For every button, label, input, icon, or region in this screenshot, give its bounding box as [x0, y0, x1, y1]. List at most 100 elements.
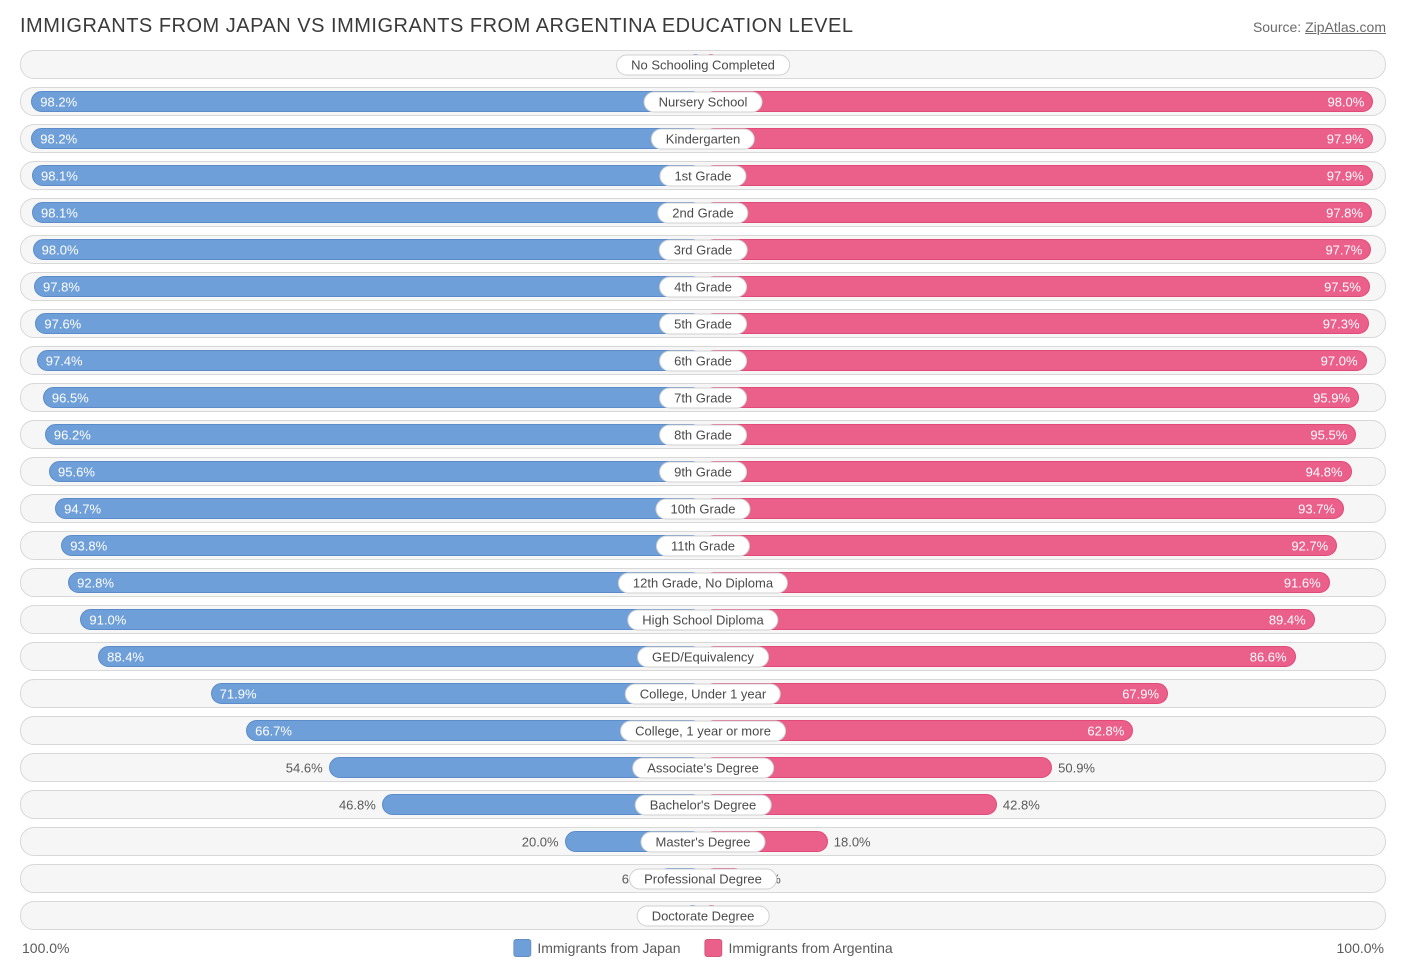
axis-max-left: 100.0%	[22, 940, 69, 956]
chart-row: 98.2% 98.0% Nursery School	[20, 87, 1386, 116]
chart-row: 97.6%97.3%5th Grade	[20, 309, 1386, 338]
bar-value-left: 98.2%	[40, 94, 77, 109]
category-label: College, Under 1 year	[625, 683, 781, 704]
chart-footer: 100.0% Immigrants from Japan Immigrants …	[20, 936, 1386, 960]
bar-right: 89.4%	[703, 609, 1315, 630]
bar-value-right: 92.7%	[1291, 538, 1328, 553]
legend-label-left: Immigrants from Japan	[537, 940, 680, 956]
bar-right: 97.9%	[703, 128, 1373, 149]
category-label: 11th Grade	[656, 535, 750, 556]
chart-row: 97.4%97.0%6th Grade	[20, 346, 1386, 375]
bar-value-right: 97.0%	[1321, 353, 1358, 368]
bar-value-right: 89.4%	[1269, 612, 1306, 627]
bar-left: 98.0%	[33, 239, 703, 260]
bar-value-right: 86.6%	[1250, 649, 1287, 664]
bar-value-right: 50.9%	[1058, 760, 1095, 775]
chart-row: 20.0% 18.0% Master's Degree	[20, 827, 1386, 856]
bar-right: 97.5%	[703, 276, 1370, 297]
bar-value-left: 98.0%	[42, 242, 79, 257]
bar-left: 97.8%	[34, 276, 703, 297]
bar-value-right: 42.8%	[1003, 797, 1040, 812]
bar-value-right: 97.9%	[1327, 168, 1364, 183]
bar-left: 92.8%	[68, 572, 703, 593]
bar-left: 91.0%	[80, 609, 703, 630]
category-label: Professional Degree	[629, 868, 777, 889]
category-label: Bachelor's Degree	[635, 794, 772, 815]
category-label: Nursery School	[644, 91, 763, 112]
chart-row: 66.7%62.8%College, 1 year or more	[20, 716, 1386, 745]
bar-value-right: 97.3%	[1323, 316, 1360, 331]
legend-item-right: Immigrants from Argentina	[705, 939, 893, 957]
bar-value-right: 94.8%	[1306, 464, 1343, 479]
category-label: GED/Equivalency	[637, 646, 769, 667]
bar-value-left: 92.8%	[77, 575, 114, 590]
bar-value-left: 95.6%	[58, 464, 95, 479]
bar-left: 98.2%	[31, 128, 703, 149]
chart-row: 46.8% 42.8% Bachelor's Degree	[20, 790, 1386, 819]
bar-left: 97.4%	[37, 350, 703, 371]
chart-row: 92.8%91.6%12th Grade, No Diploma	[20, 568, 1386, 597]
bar-value-left: 98.1%	[41, 205, 78, 220]
bar-left: 93.8%	[61, 535, 703, 556]
axis-max-right: 100.0%	[1337, 940, 1384, 956]
category-label: 8th Grade	[659, 424, 747, 445]
bar-value-left: 54.6%	[286, 760, 323, 775]
chart-row: 98.0% 97.7% 3rd Grade	[20, 235, 1386, 264]
bar-left: 95.6%	[49, 461, 703, 482]
bar-left: 98.2%	[31, 91, 703, 112]
chart-row: 96.2% 95.5% 8th Grade	[20, 420, 1386, 449]
category-label: 3rd Grade	[659, 239, 748, 260]
bar-value-left: 93.8%	[70, 538, 107, 553]
bar-value-right: 95.5%	[1310, 427, 1347, 442]
chart-row: 98.1% 97.8%2nd Grade	[20, 198, 1386, 227]
category-label: College, 1 year or more	[620, 720, 786, 741]
bar-value-left: 91.0%	[89, 612, 126, 627]
bar-right: 97.0%	[703, 350, 1367, 371]
bar-left: 96.2%	[45, 424, 703, 445]
bar-value-left: 97.8%	[43, 279, 80, 294]
chart-row: 91.0% 89.4% High School Diploma	[20, 605, 1386, 634]
bar-left: 98.1%	[32, 202, 703, 223]
chart-row: 6.4%5.9%Professional Degree	[20, 864, 1386, 893]
bar-value-right: 91.6%	[1284, 575, 1321, 590]
category-label: 4th Grade	[659, 276, 747, 297]
bar-value-right: 18.0%	[834, 834, 871, 849]
bar-right: 97.9%	[703, 165, 1373, 186]
bar-value-right: 67.9%	[1122, 686, 1159, 701]
chart-row: 88.4% 86.6% GED/Equivalency	[20, 642, 1386, 671]
bar-right: 97.8%	[703, 202, 1372, 223]
bar-left: 96.5%	[43, 387, 703, 408]
bar-value-left: 71.9%	[220, 686, 257, 701]
category-label: Master's Degree	[641, 831, 766, 852]
bar-value-left: 46.8%	[339, 797, 376, 812]
chart-row: 1.9%2.1%No Schooling Completed	[20, 50, 1386, 79]
bar-value-left: 20.0%	[522, 834, 559, 849]
legend-swatch-left	[513, 939, 531, 957]
category-label: Doctorate Degree	[637, 905, 770, 926]
bar-right: 86.6%	[703, 646, 1296, 667]
category-label: High School Diploma	[627, 609, 778, 630]
bar-value-left: 97.6%	[44, 316, 81, 331]
chart-row: 54.6% 50.9% Associate's Degree	[20, 753, 1386, 782]
bar-left: 97.6%	[35, 313, 703, 334]
bar-value-right: 98.0%	[1327, 94, 1364, 109]
category-label: Associate's Degree	[632, 757, 774, 778]
bar-left: 88.4%	[98, 646, 703, 667]
bar-right: 97.3%	[703, 313, 1369, 334]
source-link[interactable]: ZipAtlas.com	[1305, 19, 1386, 35]
bar-value-right: 97.7%	[1325, 242, 1362, 257]
bar-value-left: 66.7%	[255, 723, 292, 738]
chart-title: IMMIGRANTS FROM JAPAN VS IMMIGRANTS FROM…	[20, 15, 853, 38]
bar-value-right: 93.7%	[1298, 501, 1335, 516]
category-label: 2nd Grade	[657, 202, 748, 223]
chart-header: IMMIGRANTS FROM JAPAN VS IMMIGRANTS FROM…	[20, 15, 1386, 38]
chart-row: 95.6%94.8%9th Grade	[20, 457, 1386, 486]
source-prefix: Source:	[1253, 19, 1305, 35]
chart-row: 94.7%93.7%10th Grade	[20, 494, 1386, 523]
diverging-bar-chart: 1.9%2.1%No Schooling Completed 98.2% 98.0%…	[20, 50, 1386, 930]
category-label: 1st Grade	[659, 165, 746, 186]
bar-value-left: 88.4%	[107, 649, 144, 664]
bar-right: 95.9%	[703, 387, 1359, 408]
legend-swatch-right	[705, 939, 723, 957]
bar-right: 93.7%	[703, 498, 1344, 519]
